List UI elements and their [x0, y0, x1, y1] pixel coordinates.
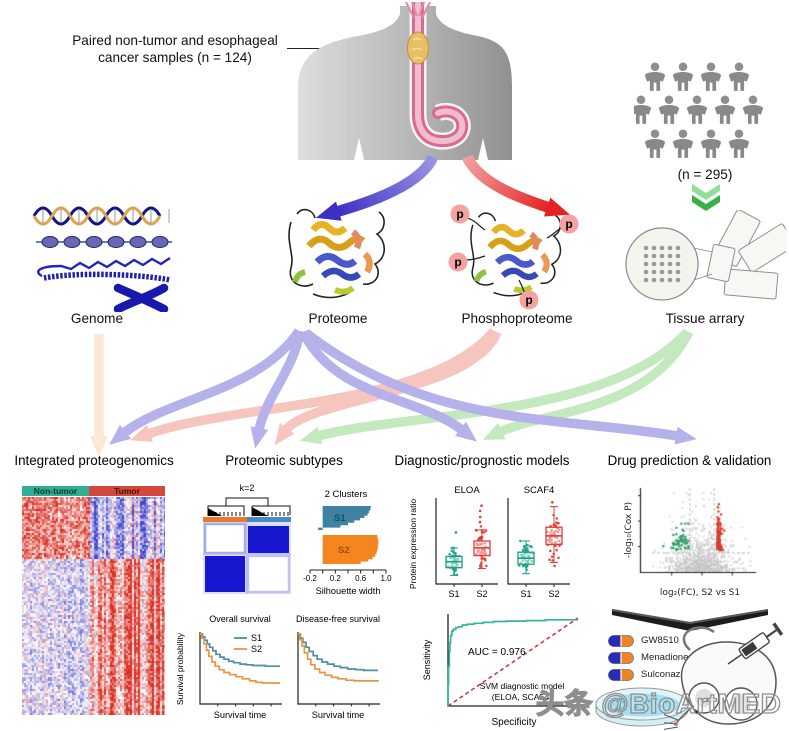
consensus-dendrogram	[207, 497, 291, 516]
torso-illustration	[298, 2, 512, 160]
drug-row: Menadione	[608, 649, 693, 666]
mouse-illustration	[664, 622, 784, 730]
heatmap-group-bar: Non-tumor Tumor	[22, 486, 165, 496]
tissue-array-illustration	[625, 210, 786, 301]
phospho-p-icons: p p p p	[448, 204, 579, 310]
panel-title-subtypes: Proteomic subtypes	[225, 453, 343, 468]
disease-free-survival-plot: Disease-free survival Survival time	[296, 614, 380, 720]
svm-label-line2: (ELOA, SCAF4)	[492, 692, 553, 702]
syringe-icon	[727, 622, 784, 665]
phosphoproteome-illustration: p p p p	[448, 204, 579, 310]
nontumor-group-label: Non-tumor	[22, 486, 89, 496]
green-chevron-arrow-icon	[692, 184, 720, 211]
sil-tick-0.2: 0.2	[330, 574, 342, 583]
drug-row: Sulconazole	[608, 666, 693, 683]
mouse-eye	[695, 710, 699, 714]
auc-label: AUC = 0.976	[468, 647, 526, 658]
sil-tick-0.6: 0.6	[355, 574, 367, 583]
legend-s2: S2	[251, 644, 262, 654]
drug-name: Sulconazole	[641, 669, 694, 680]
chromosome-icon	[113, 283, 169, 312]
volcano-y-label: -log₁₀(Cox P)	[624, 501, 634, 559]
legend-s1: S1	[251, 633, 262, 643]
tumor-group-label: Tumor	[89, 486, 165, 496]
clusters-title: 2 Clusters	[325, 489, 368, 500]
capsule-icon	[608, 651, 634, 664]
arrow-phospho-to-subtypes	[274, 329, 502, 446]
capsule-icon	[608, 668, 634, 681]
drug-name: GW8510	[641, 635, 679, 646]
arrow-proteome-to-proteogenomics	[109, 328, 303, 445]
petri-dish-illustration	[595, 687, 689, 727]
drug-row: GW8510	[608, 632, 693, 649]
cohort-n-label: (n = 295)	[677, 167, 733, 182]
arrow-phospho-to-proteogenomics	[130, 327, 498, 442]
sil-tick-1.0: 1.0	[380, 574, 392, 583]
consensus-matrix	[203, 522, 291, 594]
sil-tick--0.2: -0.2	[303, 574, 317, 583]
arrow-tissue-to-subtypes	[299, 328, 691, 445]
k2-label: k=2	[239, 483, 255, 493]
mouse-whiskers	[664, 713, 679, 730]
drug-list: GW8510 Menadione Sulconazole	[608, 632, 693, 683]
eloa-title: ELOA	[454, 485, 480, 496]
volcano-x-label: log₂(FC), S2 vs S1	[659, 588, 741, 598]
arrow-proteome-to-models	[298, 329, 478, 442]
mouse-tail	[682, 626, 715, 651]
tissue-array-label: Tissue arrary	[665, 311, 745, 326]
p-label: p	[456, 207, 463, 221]
genome-illustration	[32, 206, 172, 312]
roc-y-label: Sensitivity	[422, 639, 432, 680]
silhouette-plot: 2 Clusters S1 S2 -0.2 0.2 0.6 1.0 Silhou…	[303, 489, 392, 596]
proteogenomics-heatmap	[22, 497, 165, 715]
capsule-icon	[608, 634, 634, 647]
drug-name: Menadione	[641, 652, 689, 663]
p-label: p	[525, 293, 532, 307]
roc-x-label: Specificity	[491, 717, 536, 728]
os-title: Overall survival	[209, 614, 271, 624]
s1-label: S1	[334, 513, 346, 524]
phosphoproteome-label: Phosphoproteome	[461, 311, 573, 326]
roc-plot: Sensitivity AUC = 0.976 SVM diagnostic m…	[422, 614, 580, 728]
p-label: p	[454, 255, 461, 269]
eloa-s1-tick: S1	[448, 589, 459, 599]
p-label: p	[565, 217, 572, 231]
survival-x-label: Survival time	[312, 710, 365, 720]
scaf4-s2-tick: S2	[548, 589, 559, 599]
scaf4-s1-tick: S1	[520, 589, 531, 599]
sample-label-line2: cancer samples (n = 124)	[98, 50, 252, 66]
arrow-proteome-to-drug	[303, 329, 697, 445]
svm-label-line1: SVM diagnostic model	[480, 681, 565, 691]
arrow-proteome-to-subtypes	[250, 330, 305, 449]
expression-y-label: Protein expression ratio	[408, 499, 418, 590]
survival-x-label: Survival time	[214, 710, 267, 720]
black-chevron-arrow-icon	[612, 609, 768, 631]
overall-survival-plot: Overall survival Survival probability S1…	[176, 614, 282, 720]
survival-y-label: Survival probability	[176, 632, 185, 705]
cohort-people-icons	[634, 62, 764, 158]
panel-title-models: Diagnostic/prognostic models	[394, 453, 570, 468]
watermark: 头条 @BioArtMED	[535, 687, 782, 719]
sample-label: Paired non-tumor and esophageal cancer s…	[50, 32, 300, 67]
panel-title-proteogenomics: Integrated proteogenomics	[14, 453, 174, 468]
panel-title-drug: Drug prediction & validation	[607, 453, 772, 468]
esophagus-illustration	[405, 2, 471, 150]
scaf4-title: SCAF4	[524, 485, 555, 496]
expression-boxplots: Protein expression ratio ELOA SCAF4 S1 S…	[408, 485, 570, 599]
s2-label: S2	[338, 545, 350, 556]
volcano-plot	[638, 484, 758, 586]
silhouette-width-label: Silhouette width	[316, 586, 381, 596]
genome-label: Genome	[70, 311, 124, 326]
proteome-illustration	[282, 202, 394, 304]
sample-label-line1: Paired non-tumor and esophageal	[72, 33, 278, 48]
proteome-label: Proteome	[308, 311, 368, 326]
arrow-tissue-to-models	[482, 329, 694, 440]
dfs-title: Disease-free survival	[296, 614, 380, 624]
consensus-cluster-bar	[203, 517, 291, 522]
tissue-core-dots	[643, 245, 681, 283]
eloa-s2-tick: S2	[476, 589, 487, 599]
